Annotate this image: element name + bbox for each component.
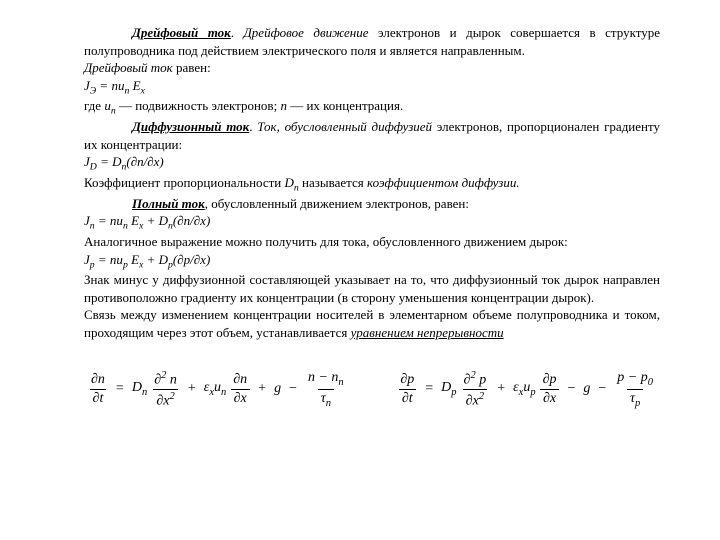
continuity-equations: ∂n∂t = Dn ∂2 n∂x2 + εxun ∂n∂x + g − n − …	[84, 370, 660, 410]
line-analog-p: Аналогичное выражение можно получить для…	[84, 233, 660, 251]
emph-drift-motion: Дрейфовое движение	[244, 25, 369, 40]
continuity-equation-n: ∂n∂t = Dn ∂2 n∂x2 + εxun ∂n∂x + g − n − …	[88, 370, 347, 410]
paragraph-continuity: Связь между изменением концентрации носи…	[84, 306, 660, 341]
paragraph-sign-minus: Знак минус у диффузионной составляющей у…	[84, 271, 660, 306]
equation-full-p: Jp = nup Ex + Dp(∂p/∂x)	[84, 251, 660, 272]
frac-p-p0-tau: p − p0τp	[614, 370, 656, 410]
equation-full-n: Jn = nun Ex + Dn(∂n/∂x)	[84, 212, 660, 233]
frac-d2n-dx2: ∂2 n∂x2	[151, 370, 180, 409]
term-diffusion-current: Диффузионный ток	[132, 119, 249, 134]
term-continuity-equation: уравнением непрерывности	[351, 325, 504, 340]
frac-dp-dt: ∂p∂t	[397, 372, 417, 406]
frac-dn-dx: ∂n∂x	[230, 372, 250, 406]
term-drift-current: Дрейфовый ток	[132, 25, 231, 40]
line-drift-equals: Дрейфовый ток равен:	[84, 59, 660, 77]
continuity-equation-p: ∂p∂t = Dp ∂2 p∂x2 + εxup ∂p∂x − g − p − …	[397, 370, 656, 410]
line-diffusion-coeff: Коэффициент пропорциональности Dn называ…	[84, 174, 660, 195]
line-where: где un — подвижность электронов; n — их …	[84, 97, 660, 118]
frac-dn-dt: ∂n∂t	[88, 372, 108, 406]
frac-dp-dx: ∂p∂x	[540, 372, 560, 406]
paragraph-drift-current: Дрейфовый ток. Дрейфовое движение электр…	[84, 24, 660, 59]
equation-drift: JЭ = nun Ex	[84, 77, 660, 98]
equation-diffusion: JD = Dn(∂n/∂x)	[84, 153, 660, 174]
frac-d2p-dx2: ∂2 p∂x2	[461, 370, 490, 409]
paragraph-diffusion-current: Диффузионный ток. Ток, обусловленный диф…	[84, 118, 660, 153]
term-full-current: Полный ток	[132, 196, 205, 211]
paragraph-full-current: Полный ток, обусловленный движением элек…	[84, 195, 660, 213]
frac-n-nn-tau: n − nnτn	[305, 370, 347, 410]
